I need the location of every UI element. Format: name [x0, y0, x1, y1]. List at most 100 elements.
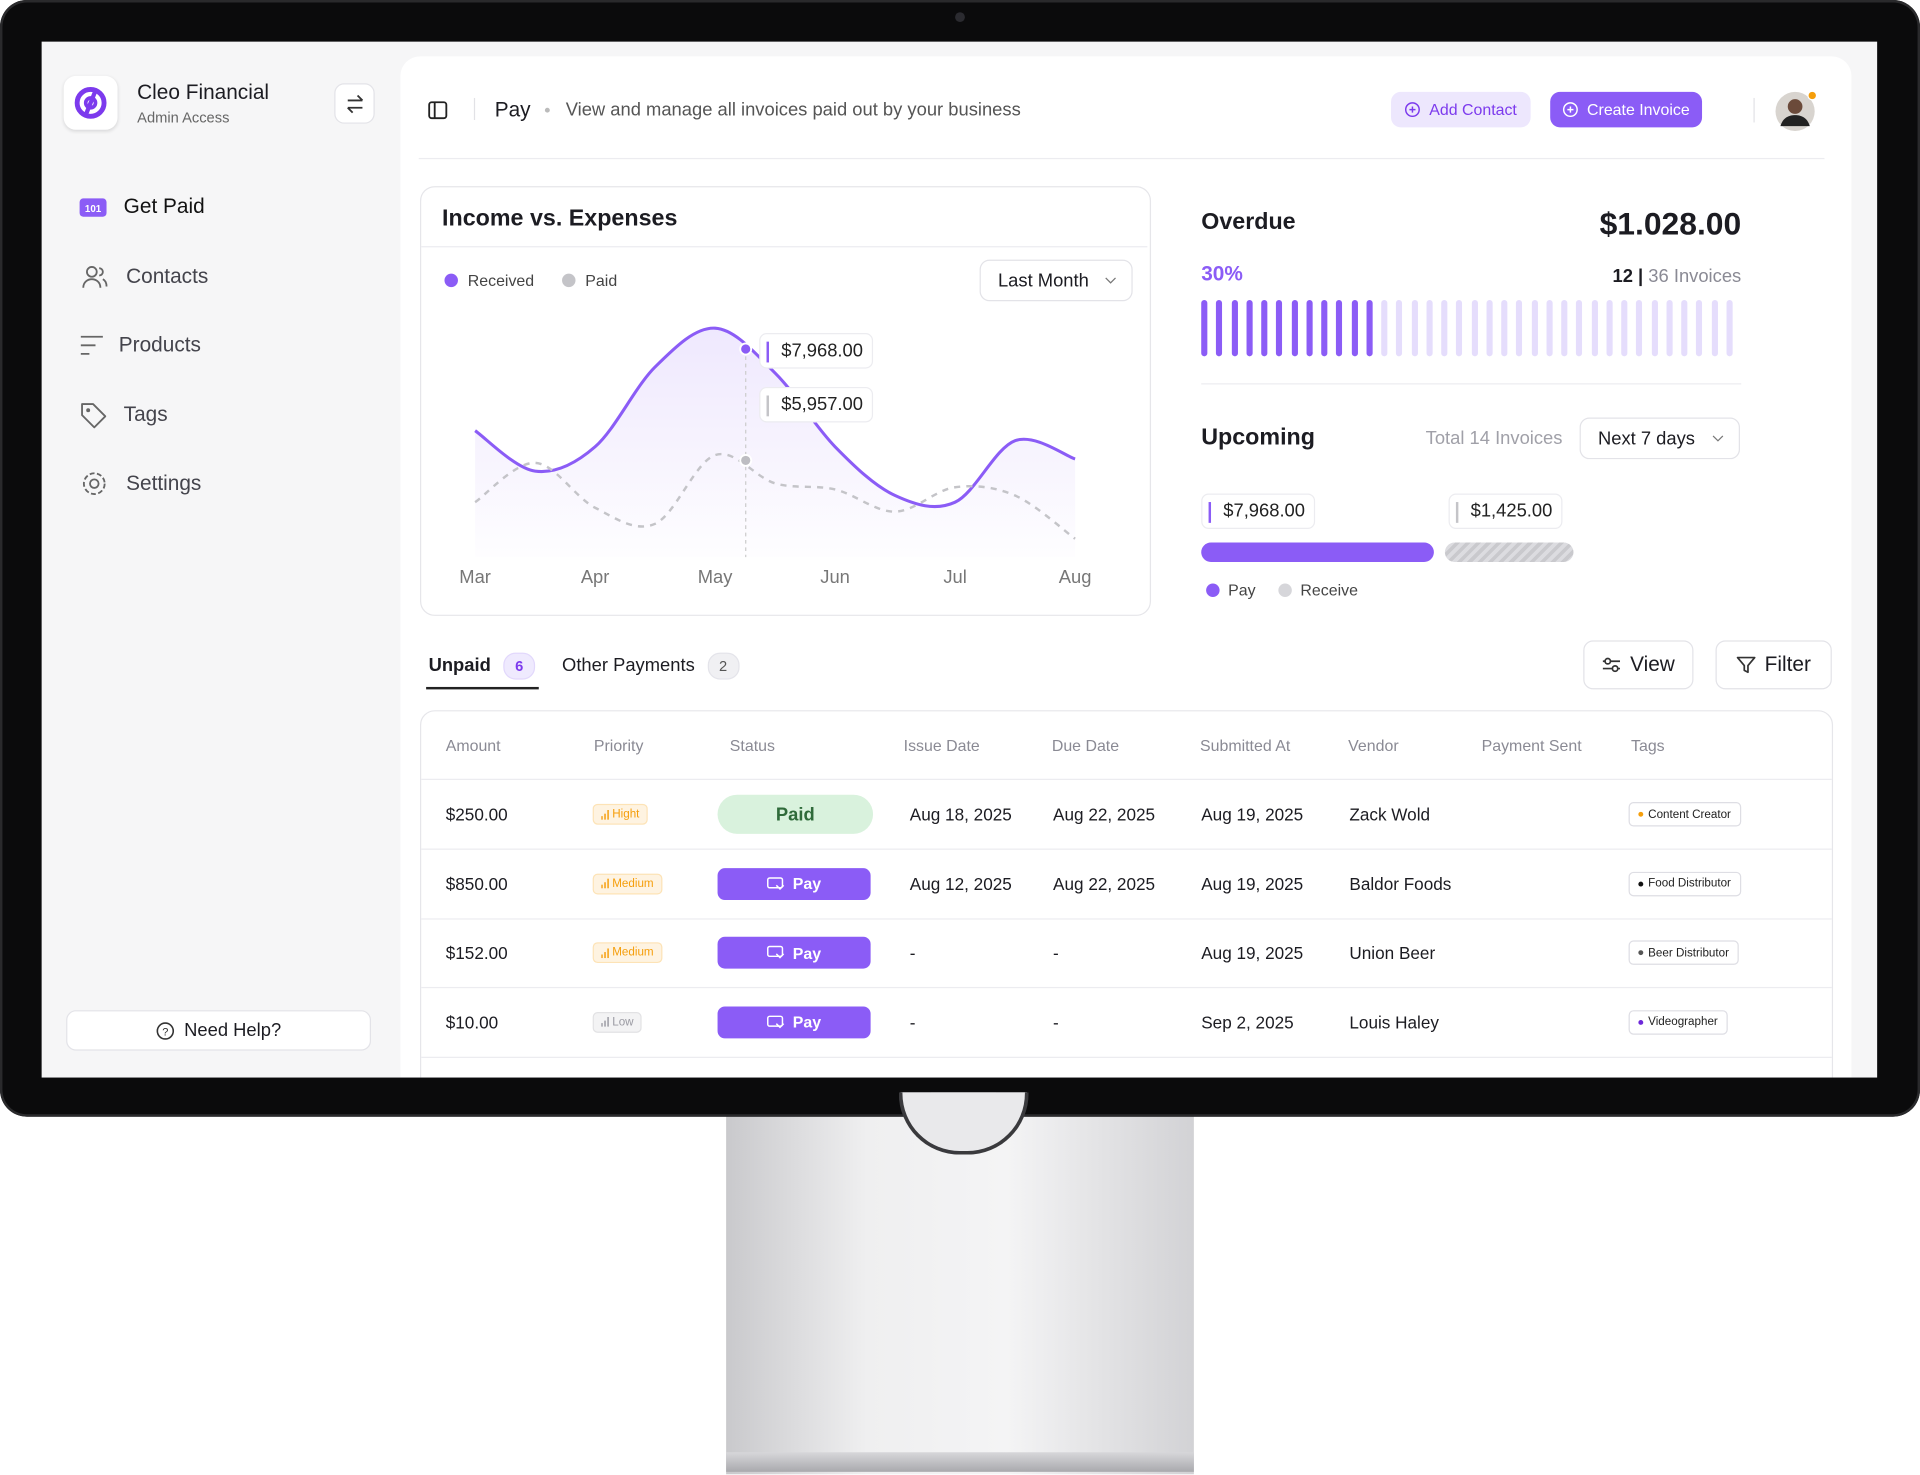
priority-label: Hight: [612, 807, 640, 822]
priority-badge: Medium: [592, 942, 663, 964]
button-label: Add Contact: [1429, 100, 1517, 119]
priority-badge: Medium: [592, 873, 663, 894]
create-invoice-button[interactable]: Create Invoice: [1550, 91, 1703, 128]
tag-label: Content Creator: [1648, 807, 1731, 822]
overdue-bar: [1426, 300, 1433, 357]
table-row[interactable]: [421, 988, 1832, 1058]
nav-item[interactable]: Products: [118, 333, 201, 357]
column-header: Priority: [593, 736, 644, 755]
column-header: Vendor: [1348, 736, 1399, 755]
overdue-bar: [1606, 300, 1613, 357]
tab[interactable]: Other Payments 2: [562, 652, 740, 680]
overdue-bar: [1621, 300, 1628, 357]
nav-item[interactable]: Settings: [126, 471, 202, 495]
status[interactable]: Paid: [717, 794, 874, 834]
table-row[interactable]: [421, 849, 1832, 919]
legend-label: Received: [467, 271, 535, 290]
overdue-bars: [1201, 300, 1746, 357]
nav-icon: [81, 403, 107, 429]
x-tick-label: Jun: [820, 566, 850, 587]
cell: $250.00: [445, 804, 508, 825]
view-icon: [1603, 657, 1621, 673]
tab-label: Unpaid: [428, 655, 491, 676]
icon-bar: [604, 1020, 606, 1027]
legend-dot: [562, 273, 576, 288]
status[interactable]: Pay: [717, 867, 871, 900]
x-tick-label: Aug: [1059, 566, 1092, 587]
upcoming-title: Upcoming: [1201, 424, 1315, 451]
cell: Zack Wold: [1349, 804, 1431, 825]
count: 12: [1612, 266, 1633, 288]
x-tick-label: Jul: [943, 566, 966, 587]
nav-item[interactable]: Get Paid: [123, 194, 205, 218]
nav-icon: [80, 335, 103, 355]
overdue-title: Overdue: [1201, 209, 1296, 236]
monitor-stand: [726, 1102, 1194, 1475]
icon-part: [776, 1022, 785, 1028]
svg-text:101: 101: [85, 204, 102, 215]
button-label: Create Invoice: [1587, 100, 1690, 119]
tag-dot: [1638, 950, 1644, 956]
icon-part: [776, 884, 785, 890]
tab-count: 6: [503, 652, 536, 680]
tooltip: $7,968.00: [759, 333, 873, 369]
filter-button[interactable]: Filter: [1715, 640, 1832, 690]
tag-label: Food Distributor: [1648, 876, 1731, 891]
column-header: Submitted At: [1200, 736, 1291, 755]
nav-item[interactable]: Contacts: [126, 264, 209, 288]
table-row[interactable]: [421, 780, 1832, 850]
tab-count: 2: [707, 652, 740, 680]
divider: [473, 97, 476, 120]
overdue-bar: [1216, 300, 1223, 357]
header-divider: [418, 157, 1825, 160]
view-button[interactable]: View: [1583, 640, 1694, 690]
overdue-bar: [1696, 300, 1703, 357]
tab[interactable]: Unpaid 6: [428, 652, 536, 680]
period-dropdown[interactable]: Last Month: [979, 259, 1133, 302]
cell: Aug 19, 2025: [1201, 942, 1304, 963]
total: 36: [1648, 266, 1669, 288]
icon-bar: [607, 947, 609, 958]
status[interactable]: Pay: [717, 1005, 871, 1038]
priority-badge: Low: [592, 1011, 643, 1033]
overdue-bar: [1681, 300, 1688, 357]
legend-dot: [444, 273, 458, 288]
column-header: Payment Sent: [1481, 736, 1582, 755]
priority-label: Medium: [612, 876, 654, 891]
avatar[interactable]: [1774, 89, 1818, 133]
x-tick-label: Mar: [459, 566, 491, 587]
camera: [955, 12, 965, 23]
overdue-bar: [1276, 300, 1283, 357]
swap-button[interactable]: [334, 83, 375, 124]
cell: Sep 2, 2025: [1201, 1012, 1294, 1032]
cell: Aug 18, 2025: [909, 804, 1012, 825]
help-button[interactable]: ? Need Help?: [66, 1010, 372, 1051]
add-contact-button[interactable]: Add Contact: [1391, 91, 1531, 128]
area: [475, 328, 1076, 558]
dropdown-label: Last Month: [997, 270, 1089, 291]
status[interactable]: Pay: [717, 936, 871, 969]
column-header: Tags: [1631, 736, 1665, 755]
upcoming-dropdown[interactable]: Next 7 days: [1579, 417, 1740, 460]
nav-icon: [82, 266, 108, 288]
column-header: Amount: [445, 736, 501, 755]
page-description: View and manage all invoices paid out by…: [565, 99, 1021, 121]
pay-icon: [767, 1014, 785, 1028]
overdue-bar: [1306, 300, 1313, 357]
overdue-bar: [1546, 300, 1553, 357]
nav-item[interactable]: Tags: [123, 402, 168, 427]
legend-dot: [1206, 583, 1220, 597]
screen: Cleo Financial Admin Access 101 Get Paid…: [41, 41, 1878, 1078]
sidebar-toggle[interactable]: [427, 99, 449, 121]
status-label: Pay: [792, 874, 822, 893]
legend-label: Receive: [1300, 581, 1358, 600]
upcoming-total: Total 14 Invoices: [1425, 427, 1563, 449]
header-divider: [421, 778, 1832, 780]
overdue-bar: [1396, 300, 1403, 357]
cell: $152.00: [445, 942, 508, 963]
overdue-bar: [1246, 300, 1253, 357]
tab-underline: [426, 686, 539, 690]
table-row[interactable]: [421, 918, 1832, 989]
